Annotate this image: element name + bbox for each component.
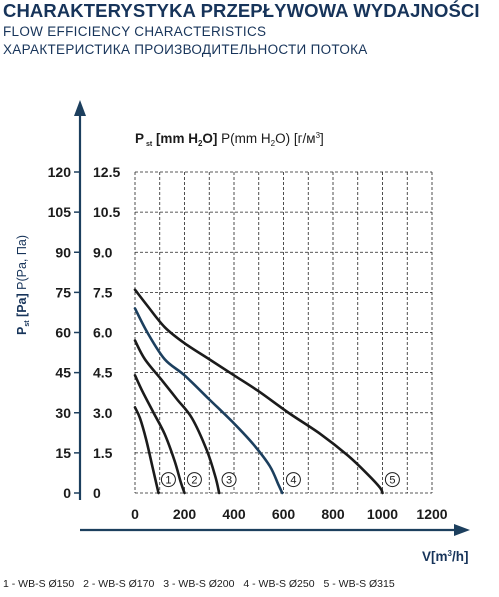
y-tick-label-mm-8: 12.5 [93,164,120,180]
y-tick-label-mm-5: 7.5 [93,284,113,300]
grid [134,171,433,494]
curve-label-circle-3 [221,472,237,488]
y-tick-label-pa-90: 90 [55,244,71,260]
series-curve-4 [133,307,284,495]
y-axis-arrowhead [74,100,86,116]
y-axis-label-mm: P st [mm H2O] P(mm H2O) [г/м3] [135,131,324,148]
legend-item-3: 3 - WB-S Ø200 [163,578,235,590]
curve-label-2: 2 [191,475,197,487]
series-curve-5 [133,288,384,495]
curve-label-circle-5 [384,472,400,488]
curve-label-circle-4 [285,472,301,488]
chart-subtitle-en: FLOW EFFICIENCY CHARACTERISTICS [3,24,267,39]
y-tick-label-pa-105: 105 [48,204,72,220]
series-curve-1 [133,406,160,495]
y-tick-label-mm-6: 9.0 [93,244,113,260]
y-tick-label-mm-7: 10.5 [93,204,120,220]
legend: 1 - WB-S Ø150 2 - WB-S Ø170 3 - WB-S Ø20… [3,578,401,590]
y-tick-label-pa-60: 60 [55,325,71,341]
y-axis-label-pa: Pst [Pa] P(Pa, Па) [15,235,31,335]
x-axis-arrowhead [454,524,470,536]
curve-label-circle-2 [186,472,202,488]
series-curves [133,288,384,495]
y-tick-label-mm-3: 4.5 [93,365,113,381]
x-tick-label-400: 400 [222,506,246,522]
curve-label-circle-1 [160,472,176,488]
x-tick-label-0: 0 [131,506,139,522]
x-tick-label-1200: 1200 [416,506,447,522]
series-curve-3 [133,339,221,495]
curve-label-5: 5 [389,475,395,487]
legend-item-1: 1 - WB-S Ø150 [3,578,75,590]
x-tick-label-200: 200 [173,506,197,522]
legend-item-2: 2 - WB-S Ø170 [83,578,155,590]
curve-number-labels: 1 2 3 4 5 [160,472,400,488]
series-curve-2 [133,374,186,495]
curve-label-4: 4 [290,475,296,487]
y-tick-label-pa-75: 75 [55,284,71,300]
chart-subtitle-ru: ХАРАКТЕРИСТИКА ПРОИЗВОДИТЕЛЬНОСТИ ПОТОКА [3,42,368,57]
legend-item-5: 5 - WB-S Ø315 [323,578,395,590]
y-tick-label-mm-2: 3.0 [93,405,113,421]
y-tick-label-pa-120: 120 [48,164,72,180]
y-tick-label-mm-4: 6.0 [93,325,113,341]
y-tick-label-pa-15: 15 [55,445,71,461]
x-axis-label: V[m3/h] [422,549,468,564]
legend-item-4: 4 - WB-S Ø250 [243,578,315,590]
x-tick-label-600: 600 [272,506,296,522]
curve-label-3: 3 [226,475,232,487]
x-tick-label-800: 800 [321,506,345,522]
y-tick-label-pa-0: 0 [63,485,71,501]
y-tick-label-mm-0: 0 [93,485,101,501]
y-tick-label-pa-30: 30 [55,405,71,421]
x-tick-label-1000: 1000 [367,506,398,522]
y-tick-label-mm-1: 1.5 [93,445,113,461]
curve-label-1: 1 [165,475,171,487]
chart-title-pl: CHARAKTERYSTYKA PRZEPŁYWOWA WYDAJNOŚCI [3,0,480,21]
y-tick-label-pa-45: 45 [55,365,71,381]
